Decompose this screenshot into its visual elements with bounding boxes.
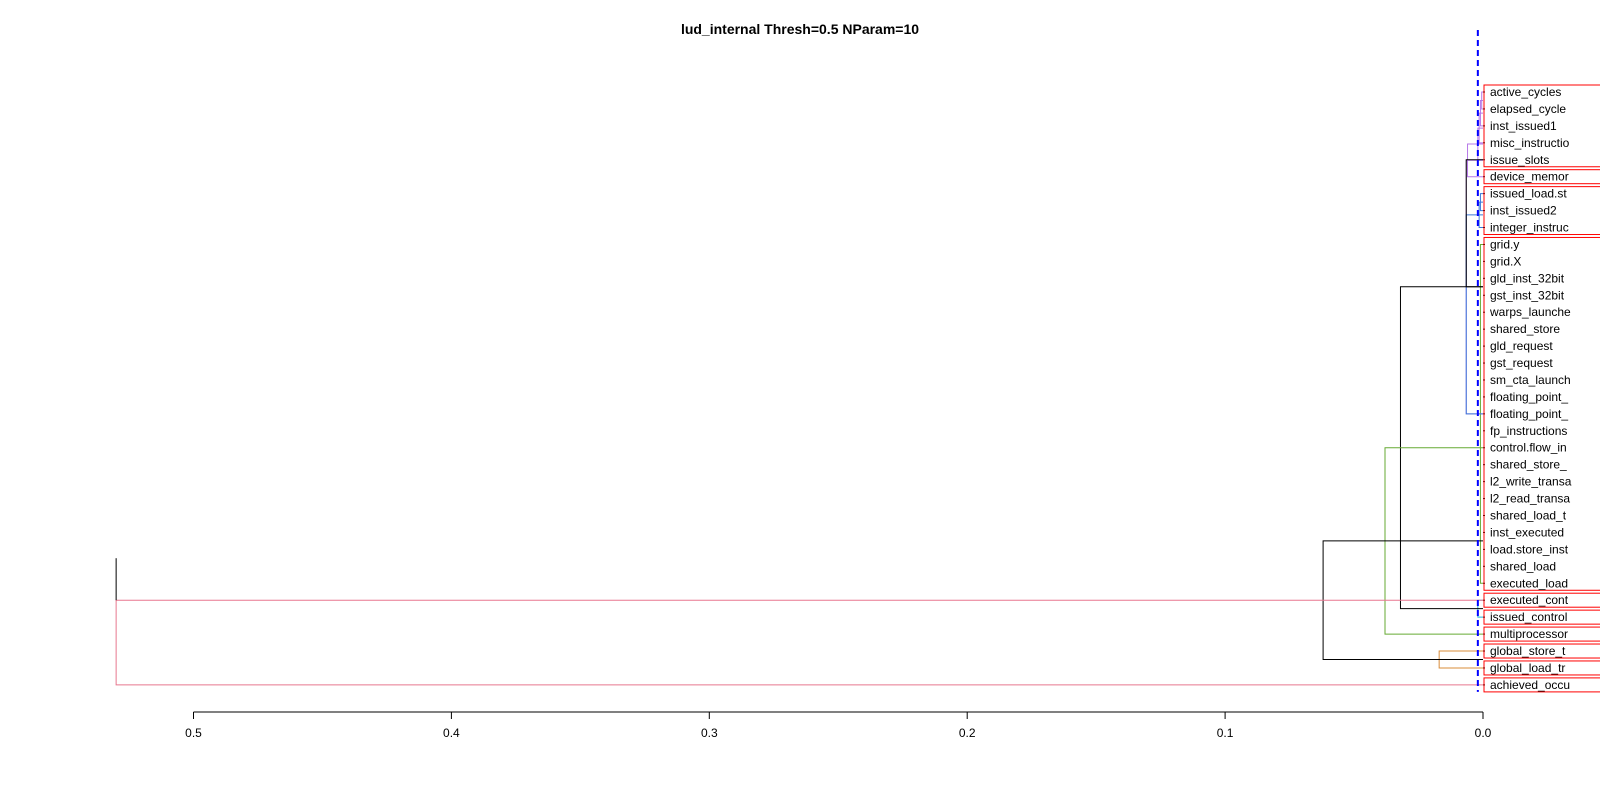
leaf-label: executed_cont [1490,593,1569,607]
leaf-label: executed_load [1490,576,1568,590]
leaf-label: inst_issued1 [1490,119,1557,133]
leaf-label: global_load_tr [1490,661,1565,675]
merge-branch [115,599,1483,686]
cluster-boxes [1483,84,1600,693]
leaf-label: issued_control [1490,610,1567,624]
leaf-labels: active_cycles elapsed_cycle inst_issued1mi… [1489,85,1572,692]
axis-tick-label: 0.2 [959,726,976,740]
axis-tick-label: 0.4 [443,726,460,740]
cluster-box [1483,236,1600,591]
leaf-label: sm_cta_launch [1490,373,1571,387]
merge-branch [1465,214,1483,415]
cluster-box [1483,609,1600,625]
axis-tick-label: 0.1 [1217,726,1234,740]
leaf-label: l2_read_transa [1490,492,1570,506]
leaf-label: multiprocessor [1490,627,1568,641]
leaf-label: gld_inst_32bit [1490,271,1565,285]
cluster-box [1483,643,1600,659]
cluster-box [1483,169,1600,185]
leaf-label: gst_inst_32bit [1490,288,1565,302]
leaf-label: floating_point_ [1490,407,1568,421]
axis-tick-label: 0.5 [185,726,202,740]
cluster-box [1483,677,1600,693]
cluster-box [1483,592,1600,608]
leaf-label: control.flow_in [1490,441,1567,455]
leaf-label: global_store_t [1490,644,1566,658]
cluster-box [1483,186,1600,236]
leaf-label: shared_load_t [1490,509,1567,523]
chart-title: lud_internal Thresh=0.5 NParam=10 [680,21,920,37]
leaf-label: load.store_inst [1490,542,1569,556]
leaf-label: grid.y [1490,237,1519,251]
leaf-label: integer_instruc [1490,221,1569,235]
leaf-label: issued_load.st [1490,187,1567,201]
leaf-label: shared_store [1490,322,1560,336]
leaf-label: active_cycles [1490,85,1561,99]
axis-tick-label: 0.3 [701,726,718,740]
leaf-label: issue_slots [1490,153,1549,167]
leaf-label: elapsed_cycle [1490,102,1566,116]
leaf-label: fp_instructions [1490,424,1567,438]
x-axis: 0.5 0.4 0.3 0.2 0.1 0.0 [185,711,1492,740]
leaf-label: gld_request [1490,339,1553,353]
axis-tick-label: 0.0 [1475,726,1492,740]
leaf-label: warps_launche [1489,305,1571,319]
cluster-box [1483,660,1600,676]
leaf-label: inst_issued2 [1490,204,1557,218]
leaf-label: l2_write_transa [1490,475,1572,489]
cluster-box [1483,626,1600,642]
leaf-label: floating_point_ [1490,390,1568,404]
leaf-label: achieved_occu [1490,678,1570,692]
leaf-label: grid.X [1490,254,1521,268]
leaf-label: shared_load [1490,559,1556,573]
cluster-box [1483,84,1600,168]
leaf-label: inst_executed [1490,525,1564,539]
leaf-label: device_memor [1490,170,1569,184]
dendrogram-branches [115,91,1485,686]
leaf-label: gst_request [1490,356,1553,370]
leaf-label: shared_store_ [1490,458,1567,472]
leaf-label: misc_instructio [1490,136,1570,150]
